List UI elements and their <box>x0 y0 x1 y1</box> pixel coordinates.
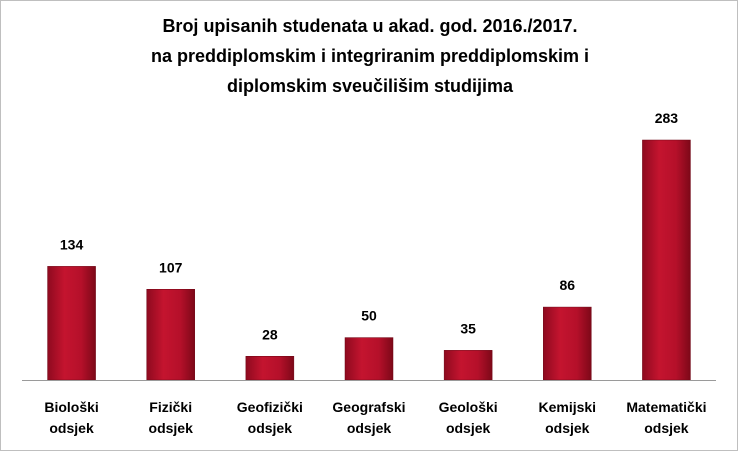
category-label-3-line-0: Geografski <box>332 399 406 415</box>
value-labels-group: 134 107 28 50 35 86 283 <box>60 110 678 342</box>
chart-title-line-3: diplomskim sveučilišim studijima <box>226 76 514 96</box>
bar-0 <box>47 266 96 381</box>
value-label-3: 50 <box>361 308 377 324</box>
bar-4 <box>443 350 493 381</box>
chart-title-line-1: Broj upisanih studenata u akad. god. 201… <box>162 16 578 36</box>
category-label-2-line-1: odsjek <box>247 420 293 436</box>
category-label-2: Geofizički odsjek <box>215 397 325 439</box>
bars-group <box>47 139 691 381</box>
bar-6 <box>642 139 691 381</box>
bar-3 <box>344 337 394 381</box>
value-label-5: 86 <box>559 277 575 293</box>
category-label-4: Geološki odsjek <box>413 397 523 439</box>
bar-5 <box>543 306 592 381</box>
category-label-3: Geografski odsjek <box>314 397 424 439</box>
category-label-4-line-1: odsjek <box>445 420 491 436</box>
category-label-5: Kemijski odsjek <box>512 397 622 439</box>
chart-title-line-2: na preddiplomskim i integriranim preddip… <box>150 46 590 66</box>
category-label-6: Matematički odsjek <box>611 397 721 439</box>
category-label-1-line-1: odsjek <box>148 420 193 436</box>
value-label-4: 35 <box>460 320 476 336</box>
category-label-4-line-0: Geološki <box>438 399 498 415</box>
category-label-1-line-0: Fizički <box>149 399 193 415</box>
value-label-1: 107 <box>159 259 183 275</box>
chart-title: Broj upisanih studenata u akad. god. 201… <box>1 11 738 101</box>
value-label-6: 283 <box>655 110 679 126</box>
category-label-5-line-1: odsjek <box>545 420 590 436</box>
category-label-0: Biološki odsjek <box>17 397 127 439</box>
category-label-0-line-0: Biološki <box>44 399 99 415</box>
bar-2 <box>245 356 295 381</box>
category-label-0-line-1: odsjek <box>49 420 94 436</box>
bar-1 <box>146 289 195 381</box>
category-label-1: Fizički odsjek <box>116 397 226 439</box>
category-label-2-line-0: Geofizički <box>236 399 303 415</box>
value-label-2: 28 <box>262 326 278 342</box>
category-label-5-line-0: Kemijski <box>538 399 597 415</box>
category-label-3-line-1: odsjek <box>346 420 392 436</box>
value-label-0: 134 <box>60 236 84 252</box>
category-label-6-line-0: Matematički <box>626 399 707 415</box>
category-label-6-line-1: odsjek <box>644 420 689 436</box>
